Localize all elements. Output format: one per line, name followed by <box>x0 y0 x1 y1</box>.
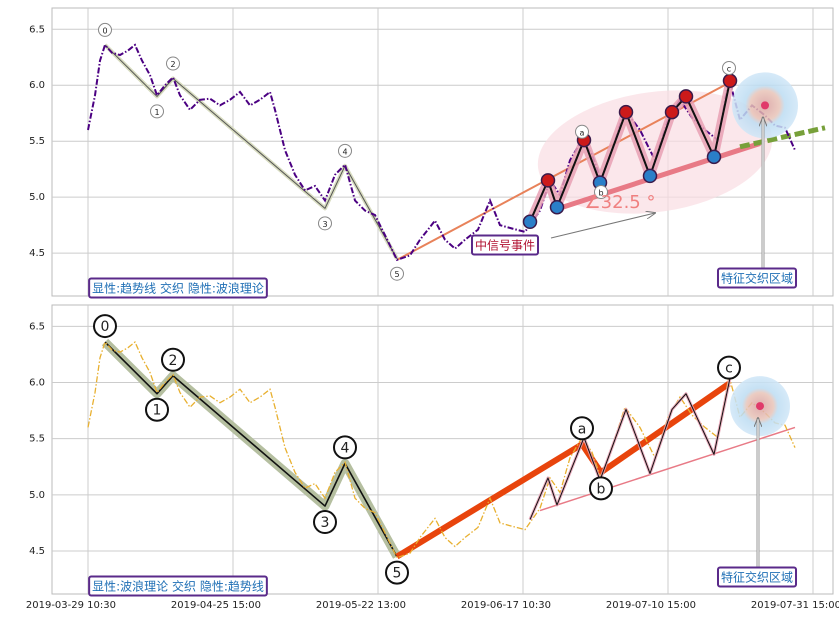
wave-point <box>385 560 409 585</box>
y-tick-label: 6.5 <box>29 24 45 35</box>
wave-point <box>318 216 332 231</box>
wave-label: 4 <box>341 440 350 456</box>
wave-label: 3 <box>321 515 330 531</box>
x-tick-label: 2019-06-17 10:30 <box>461 600 551 611</box>
wave-label: a <box>578 421 587 437</box>
y-tick-label: 4.5 <box>29 546 45 557</box>
wave-point <box>575 124 589 139</box>
trend-line <box>739 125 826 150</box>
wave-label: a <box>580 128 585 137</box>
focus-center <box>761 101 769 110</box>
legend-label: 显性:波浪理论 交织 隐性:趋势线 <box>92 579 264 594</box>
y-tick-label: 5.5 <box>29 434 45 445</box>
trend-line <box>539 426 796 512</box>
annotation-box <box>88 277 268 299</box>
zigzag-line <box>529 377 731 520</box>
wave-label: 5 <box>393 566 402 582</box>
wave-point <box>570 416 594 441</box>
annotation-box <box>470 234 540 256</box>
signal-marker <box>678 89 694 104</box>
wave-label: b <box>597 481 606 497</box>
x-tick-label: 2019-07-10 15:00 <box>606 600 696 611</box>
price-line <box>87 42 796 262</box>
wave-label: 1 <box>154 108 159 117</box>
wave-point <box>150 104 164 119</box>
annotation-box <box>88 575 268 597</box>
annotation: 特征交织区域 <box>721 570 793 585</box>
x-tick-label: 2019-04-25 15:00 <box>171 600 261 611</box>
annotation: 中信号事件 <box>475 238 535 253</box>
y-tick-label: 6.5 <box>29 321 45 332</box>
y-tick-label: 5.0 <box>29 490 45 501</box>
wave-label: 0 <box>102 26 107 35</box>
wave-label: 4 <box>342 147 347 156</box>
y-tick-label: 6.0 <box>29 80 45 91</box>
wave-label: 1 <box>153 403 162 419</box>
x-tick-label: 2019-05-22 13:00 <box>316 600 406 611</box>
y-tick-label: 6.0 <box>29 378 45 389</box>
y-tick-label: 4.5 <box>29 248 45 259</box>
x-tick-label: 2019-07-31 15:00 <box>751 600 839 611</box>
wave-label: c <box>727 64 731 73</box>
wave-point <box>98 22 112 37</box>
signal-marker <box>642 168 658 184</box>
wave-point <box>333 435 357 460</box>
wave-point <box>717 355 741 380</box>
annotation-box <box>716 267 798 289</box>
wave-line <box>104 44 398 259</box>
wave-label: b <box>598 189 603 198</box>
wave-point <box>166 56 180 71</box>
annotation: 特征交织区域 <box>721 271 793 286</box>
wave-point <box>93 314 117 339</box>
wave-point <box>161 347 185 372</box>
wave-point <box>722 60 736 75</box>
signal-marker <box>618 104 634 120</box>
wave-label: c <box>725 361 733 377</box>
signal-marker <box>549 199 565 215</box>
angle-label: ∠32.5 ° <box>585 192 656 213</box>
annotation-arrow <box>550 213 655 239</box>
wave-label: 2 <box>170 60 175 69</box>
wave-point <box>594 185 608 200</box>
wave-label: 3 <box>322 220 327 229</box>
signal-marker <box>706 149 722 165</box>
signal-marker <box>664 104 680 120</box>
wave-point <box>313 510 337 535</box>
y-tick-label: 5.0 <box>29 192 45 203</box>
wave-point <box>390 266 404 281</box>
wave-label: 2 <box>169 353 178 369</box>
signal-marker <box>540 173 556 188</box>
wave-point <box>145 397 169 422</box>
wave-label: 5 <box>394 270 399 279</box>
x-tick-label: 2019-03-29 10:30 <box>26 600 116 611</box>
wave-label: 0 <box>101 319 110 335</box>
price-line <box>87 340 796 559</box>
focus-center <box>756 402 764 411</box>
annotation-box <box>716 566 798 588</box>
wave-point <box>338 143 352 158</box>
legend-label: 显性:趋势线 交织 隐性:波浪理论 <box>92 281 264 296</box>
signal-marker <box>722 73 738 89</box>
wave-line <box>104 341 398 557</box>
y-tick-label: 5.5 <box>29 136 45 147</box>
wave-point <box>589 476 613 501</box>
signal-marker <box>522 214 538 230</box>
